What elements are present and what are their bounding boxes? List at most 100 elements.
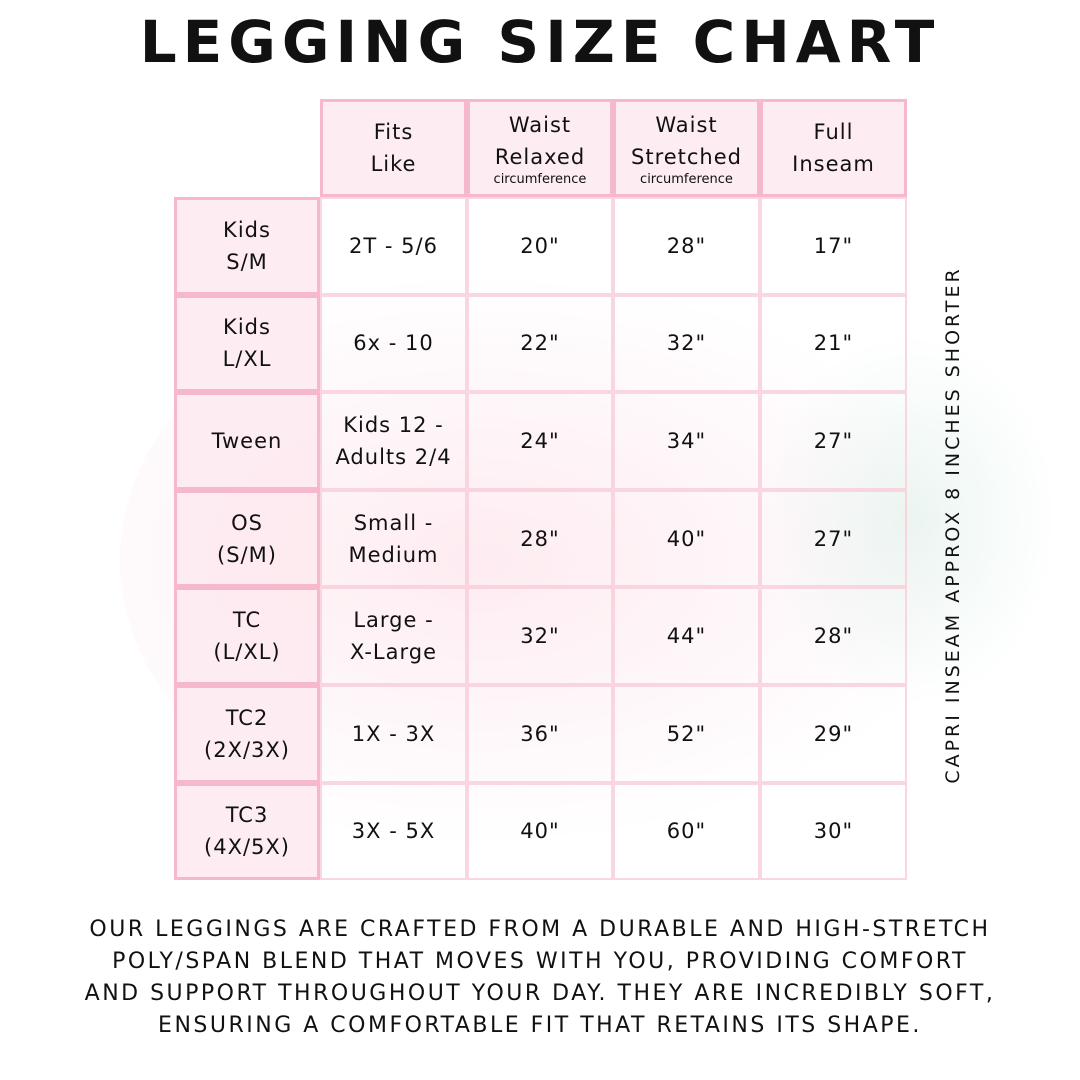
cell-text: (S/M) xyxy=(217,542,277,567)
row-size-label: Tween xyxy=(174,392,320,490)
description: Our leggings are crafted from a durable … xyxy=(0,914,1080,1042)
cell-text: Small - xyxy=(353,510,434,535)
cell-text: Inseam xyxy=(792,152,875,176)
relaxed-cell: 28" xyxy=(467,489,613,588)
cell-text: 32" xyxy=(520,624,560,649)
cell-text: L/XL xyxy=(222,347,272,372)
stretched-cell: 52" xyxy=(613,685,760,783)
cell-text: 30" xyxy=(813,819,854,844)
cell-text: 28" xyxy=(813,624,854,649)
relaxed-cell: 20" xyxy=(467,197,613,295)
stretched-cell: 44" xyxy=(613,587,760,685)
cell-text: circumference xyxy=(493,172,587,187)
relaxed-cell: 24" xyxy=(467,392,613,490)
cell-text: Kids 12 - xyxy=(343,412,444,437)
row-size-label: OS (S/M) xyxy=(174,489,320,588)
inseam-cell: 27" xyxy=(760,489,907,588)
stretched-cell: 32" xyxy=(613,294,760,393)
cell-text: Adults 2/4 xyxy=(335,444,452,469)
cell-text: 28" xyxy=(520,526,560,551)
cell-text: Fits xyxy=(373,120,414,144)
cell-text: Waist xyxy=(655,113,718,137)
cell-text: 2T - 5/6 xyxy=(349,233,438,258)
cell-text: 34" xyxy=(666,428,707,453)
cell-text: Like xyxy=(370,152,417,176)
cell-text: (2X/3X) xyxy=(204,737,290,762)
cell-text: 44" xyxy=(666,624,707,649)
cell-text: Stretched xyxy=(631,145,742,169)
description-line: ensuring a comfortable fit that retains … xyxy=(158,1013,922,1038)
cell-text: Full xyxy=(813,120,854,144)
cell-text: TC3 xyxy=(225,803,269,828)
fits-like-cell: 3X - 5X xyxy=(320,782,467,881)
stretched-cell: 28" xyxy=(613,197,760,295)
cell-text: OS xyxy=(231,510,263,535)
inseam-cell: 28" xyxy=(760,587,907,685)
cell-text: 27" xyxy=(813,526,854,551)
cell-text: 29" xyxy=(813,721,854,746)
cell-text: 40" xyxy=(666,526,707,551)
fits-like-cell: Large - X-Large xyxy=(320,587,467,685)
cell-text: 24" xyxy=(520,428,560,453)
inseam-cell: 30" xyxy=(760,782,907,881)
cell-text: 6x - 10 xyxy=(353,331,434,356)
cell-text: S/M xyxy=(226,249,268,274)
description-line: and support throughout your day. They ar… xyxy=(84,981,996,1006)
column-header: Fits Like xyxy=(320,99,467,197)
description-line: poly/span blend that moves with you, pro… xyxy=(112,949,968,974)
cell-text: Waist xyxy=(508,113,572,137)
fits-like-cell: 6x - 10 xyxy=(320,294,467,393)
cell-text: 60" xyxy=(666,819,707,844)
cell-text: (4X/5X) xyxy=(204,835,290,860)
row-size-label: TC2 (2X/3X) xyxy=(174,685,320,783)
cell-text: Tween xyxy=(211,428,283,453)
cell-text: 27" xyxy=(813,428,854,453)
fits-like-cell: 2T - 5/6 xyxy=(320,197,467,295)
relaxed-cell: 32" xyxy=(467,587,613,685)
cell-text: 40" xyxy=(520,819,560,844)
cell-text: TC xyxy=(232,608,262,633)
row-size-label: Kids S/M xyxy=(174,197,320,295)
fits-like-cell: Kids 12 - Adults 2/4 xyxy=(320,392,467,490)
relaxed-cell: 22" xyxy=(467,294,613,393)
cell-text: Large - xyxy=(353,608,434,633)
cell-text: Medium xyxy=(348,542,439,567)
cell-text: 17" xyxy=(813,233,854,258)
inseam-cell: 29" xyxy=(760,685,907,783)
stretched-cell: 40" xyxy=(613,489,760,588)
relaxed-cell: 40" xyxy=(467,782,613,881)
cell-text: 28" xyxy=(666,233,707,258)
column-header: Waist Stretched circumference xyxy=(613,99,760,197)
page-title: LEGGING SIZE CHART xyxy=(139,8,941,76)
inseam-cell: 21" xyxy=(760,294,907,393)
stretched-cell: 60" xyxy=(613,782,760,881)
cell-text: 1X - 3X xyxy=(351,721,436,746)
row-size-label: TC3 (4X/5X) xyxy=(174,782,320,881)
fits-like-cell: 1X - 3X xyxy=(320,685,467,783)
cell-text: 22" xyxy=(520,331,560,356)
description-line: Our leggings are crafted from a durable … xyxy=(89,917,991,942)
cell-text: 32" xyxy=(666,331,707,356)
capri-note: CAPRI INSEAM APPROX 8 INCHES SHORTER xyxy=(942,266,964,784)
cell-text: 20" xyxy=(520,233,560,258)
cell-text: 3X - 5X xyxy=(351,819,436,844)
fits-like-cell: Small - Medium xyxy=(320,489,467,588)
cell-text: (L/XL) xyxy=(213,640,281,665)
cell-text: circumference xyxy=(640,172,733,187)
cell-text: Kids xyxy=(223,315,271,340)
cell-text: Relaxed xyxy=(494,145,586,169)
cell-text: X-Large xyxy=(349,640,437,665)
inseam-cell: 27" xyxy=(760,392,907,490)
column-header: Waist Relaxed circumference xyxy=(467,99,613,197)
stretched-cell: 34" xyxy=(613,392,760,490)
cell-text: 21" xyxy=(813,331,854,356)
row-size-label: Kids L/XL xyxy=(174,294,320,393)
row-size-label: TC (L/XL) xyxy=(174,587,320,685)
cell-text: Kids xyxy=(223,217,271,242)
relaxed-cell: 36" xyxy=(467,685,613,783)
cell-text: TC2 xyxy=(225,705,269,730)
cell-text: 52" xyxy=(666,721,707,746)
cell-text: 36" xyxy=(520,721,560,746)
inseam-cell: 17" xyxy=(760,197,907,295)
column-header: Full Inseam xyxy=(760,99,907,197)
